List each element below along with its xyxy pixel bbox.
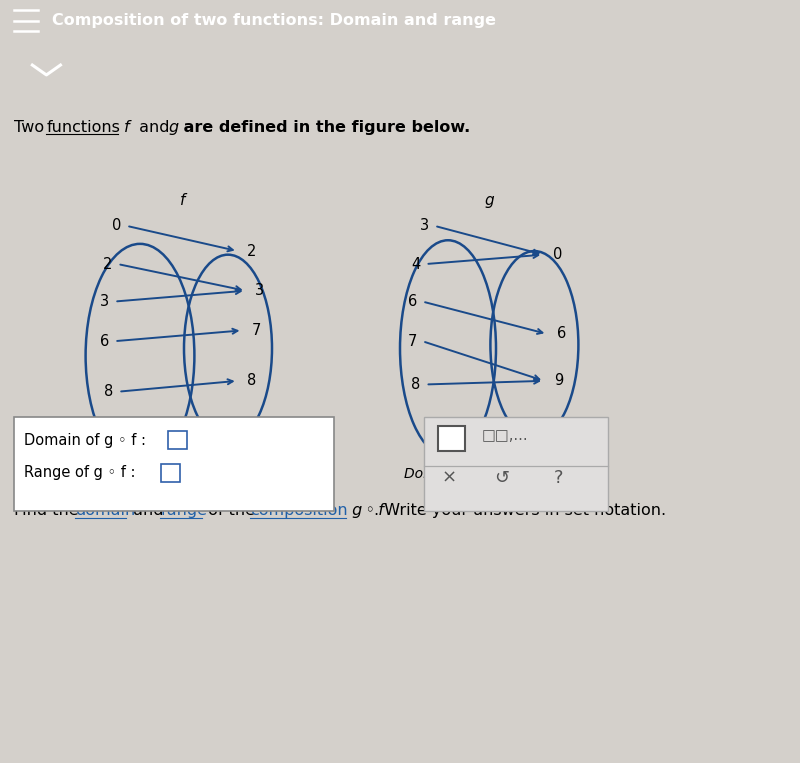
Text: and: and <box>128 504 169 518</box>
Text: Find the: Find the <box>14 504 84 518</box>
Text: ↺: ↺ <box>494 468 510 487</box>
Text: 8: 8 <box>104 384 114 399</box>
Text: and: and <box>134 120 174 135</box>
Text: 8: 8 <box>247 373 257 388</box>
Text: Composition of two functions: Domain and range: Composition of two functions: Domain and… <box>52 14 496 28</box>
Text: 2: 2 <box>103 256 113 272</box>
FancyBboxPatch shape <box>438 426 465 451</box>
Text: g: g <box>168 120 178 135</box>
Text: ?: ? <box>554 468 563 487</box>
Text: g: g <box>485 193 494 208</box>
Text: Range of g: Range of g <box>497 468 572 481</box>
Text: ×: × <box>442 468 457 487</box>
Text: 3: 3 <box>255 283 265 298</box>
Text: Range of g ◦ f :: Range of g ◦ f : <box>24 465 135 480</box>
Text: Domain of f: Domain of f <box>100 475 180 488</box>
Text: f: f <box>124 120 130 135</box>
Text: 3: 3 <box>100 294 110 309</box>
Text: Domain of g: Domain of g <box>404 468 489 481</box>
Text: 6: 6 <box>408 294 418 309</box>
Text: 6: 6 <box>100 333 110 349</box>
Text: 2: 2 <box>247 243 257 259</box>
Text: are defined in the figure below.: are defined in the figure below. <box>178 120 470 135</box>
Text: g ◦ f: g ◦ f <box>347 504 384 518</box>
Text: domain: domain <box>75 504 135 518</box>
FancyBboxPatch shape <box>168 431 187 449</box>
Text: functions: functions <box>46 120 120 135</box>
Text: Two: Two <box>14 120 50 135</box>
FancyBboxPatch shape <box>14 417 334 510</box>
FancyBboxPatch shape <box>424 417 608 510</box>
Text: □□,...: □□,... <box>482 428 528 443</box>
Text: 3: 3 <box>420 218 430 233</box>
Text: 6: 6 <box>557 327 566 342</box>
Text: . Write your answers in set notation.: . Write your answers in set notation. <box>374 504 666 518</box>
Text: 0: 0 <box>553 247 562 262</box>
Text: composition: composition <box>250 504 348 518</box>
Text: f: f <box>180 193 185 208</box>
Text: 7: 7 <box>252 323 262 338</box>
Text: Range of f: Range of f <box>193 475 263 488</box>
Text: 0: 0 <box>112 218 122 233</box>
Text: 4: 4 <box>411 256 421 272</box>
Text: 8: 8 <box>411 377 421 392</box>
Text: of the: of the <box>203 504 260 518</box>
Text: 9: 9 <box>554 373 563 388</box>
Text: range: range <box>160 504 207 518</box>
FancyBboxPatch shape <box>161 464 180 481</box>
Text: Domain of g ◦ f :: Domain of g ◦ f : <box>24 433 146 448</box>
Text: 7: 7 <box>408 333 418 349</box>
